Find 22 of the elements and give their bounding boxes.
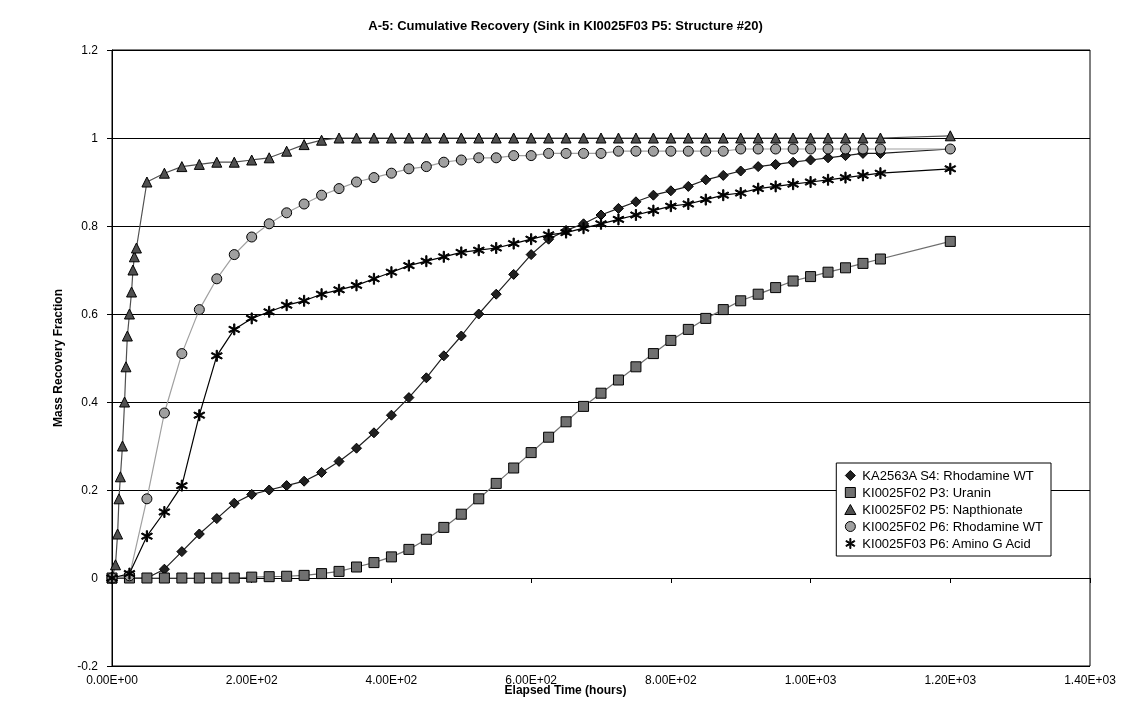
x-tick-label: 2.00E+02 bbox=[225, 673, 278, 687]
x-tick-label: 8.00E+02 bbox=[645, 673, 698, 687]
legend-label: KI0025F03 P6: Amino G Acid bbox=[862, 536, 1031, 551]
y-tick-label: 0.2 bbox=[81, 483, 99, 497]
y-tick-label: 1.2 bbox=[81, 43, 99, 57]
legend-label: KI0025F02 P5: Napthionate bbox=[862, 502, 1023, 517]
legend-label: KI0025F02 P3: Uranin bbox=[862, 485, 991, 500]
x-tick-label: 4.00E+02 bbox=[365, 673, 418, 687]
legend-label: KA2563A S4: Rhodamine WT bbox=[862, 468, 1034, 483]
y-tick-label: 0.8 bbox=[81, 219, 99, 233]
x-tick-label: 1.00E+03 bbox=[784, 673, 837, 687]
y-tick-label: 0 bbox=[91, 571, 99, 585]
y-tick-label: 0.4 bbox=[81, 395, 99, 409]
x-tick-label: 1.20E+03 bbox=[924, 673, 977, 687]
legend-label: KI0025F02 P6: Rhodamine WT bbox=[862, 519, 1044, 534]
y-tick-label: 0.6 bbox=[81, 307, 99, 321]
x-tick-label: 1.40E+03 bbox=[1064, 673, 1117, 687]
y-tick-label: -0.2 bbox=[77, 659, 99, 673]
y-axis-title: Mass Recovery Fraction bbox=[51, 288, 65, 428]
x-tick-label: 0.00E+00 bbox=[86, 673, 139, 687]
chart-title: A-5: Cumulative Recovery (Sink in KI0025F03 P5: Structure #20) bbox=[368, 18, 763, 33]
y-tick-label: 1 bbox=[91, 131, 99, 145]
